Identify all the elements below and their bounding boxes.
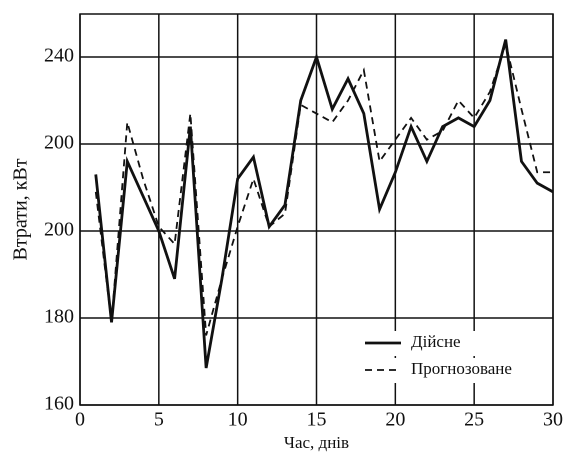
- y-tick-label: 200: [44, 219, 74, 241]
- x-tick-label: 15: [307, 409, 327, 431]
- x-tick-label: 10: [228, 409, 248, 431]
- y-tick-label: 180: [44, 306, 74, 328]
- series-line: [94, 40, 553, 336]
- x-tick-label: 20: [385, 409, 405, 431]
- y-axis-label: Втрати, кВт: [10, 158, 32, 260]
- x-tick-label: 5: [154, 409, 164, 431]
- legend-label: Дійсне: [411, 332, 461, 351]
- y-tick-label: 240: [44, 45, 74, 67]
- x-tick-label: 25: [464, 409, 484, 431]
- y-tick-label: 160: [44, 393, 74, 415]
- y-tick-label: 200: [44, 132, 74, 154]
- x-axis-label: Час, днів: [284, 433, 349, 452]
- plot-frame: [79, 13, 554, 406]
- series-line: [94, 39, 554, 369]
- legend-label: Прогнозоване: [411, 359, 512, 378]
- x-tick-label: 30: [543, 409, 563, 431]
- x-tick-label: 0: [75, 409, 85, 431]
